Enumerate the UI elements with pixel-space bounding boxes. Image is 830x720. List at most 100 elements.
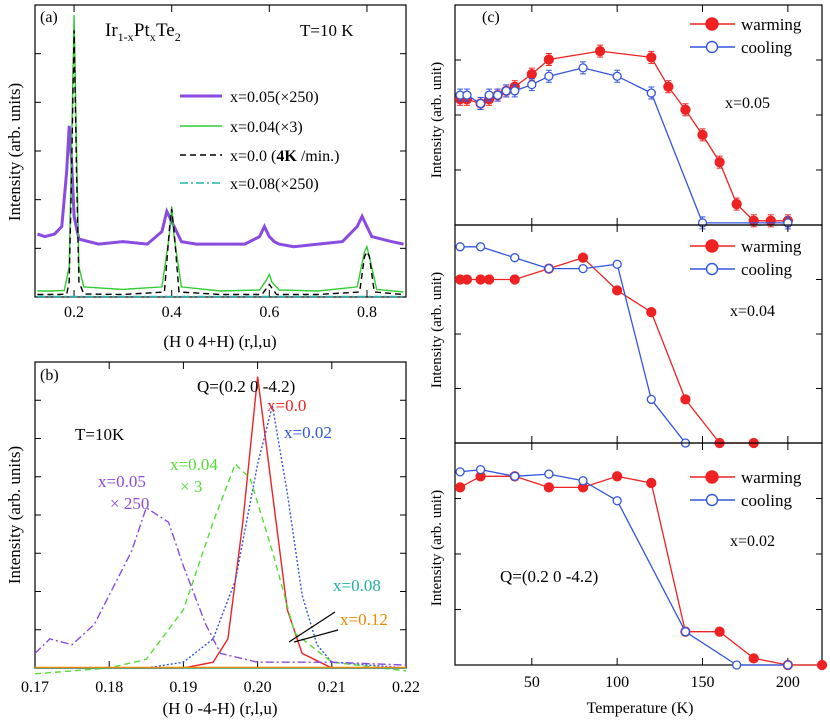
panel-a-legend-label: x=0.08(×250) — [230, 176, 319, 193]
panel-a-title-part: Pt — [134, 20, 151, 41]
panel-c0-series-0-marker — [543, 54, 555, 65]
panel-c2-series-0-marker — [714, 626, 725, 637]
panel-b-pointer-b — [293, 629, 339, 643]
panel-c0-series-label: x=0.05 — [725, 95, 770, 112]
panel-c2-series-0 — [459, 475, 822, 666]
panel-c2-series-1-marker — [732, 660, 742, 670]
panel-c0-series-0-marker — [731, 198, 742, 210]
panel-a-legend-label: x=0.0 (4K /min.) — [230, 148, 339, 165]
panel-a-xlabel: (H 0 4+H) (r,l,u) — [163, 332, 276, 351]
panel-c0-series-1-marker — [612, 71, 622, 81]
panel-a-legend-label-part: 4K — [276, 148, 297, 165]
panel-c2-series-1-marker — [783, 660, 793, 670]
panel-c-label: (c) — [482, 9, 500, 26]
panel-c1-series-0-marker — [461, 274, 473, 285]
panel-c2-series-0-marker — [612, 471, 623, 482]
panel-b-xtick-label: 0.18 — [95, 679, 123, 696]
panel-b-xtick-label: 0.19 — [169, 679, 197, 696]
panel-a-series-0 — [36, 125, 404, 249]
panel-c2-legend-label: warming — [741, 468, 802, 487]
panel-c0-ylabel: Intensity (arb. unit) — [429, 62, 445, 178]
panel-c1-series-1-marker — [455, 242, 465, 252]
panel-a-title-part: 2 — [175, 30, 181, 44]
panel-c-xtick-label: 100 — [605, 674, 629, 691]
panel-c2-series-0-marker — [646, 477, 657, 489]
panel-c1-series-0-marker — [646, 307, 657, 318]
panel-c0-series-0 — [460, 50, 788, 222]
panel-c1-series-0-marker — [577, 252, 589, 263]
panel-c0-series-1-marker — [475, 98, 486, 109]
panel-c2-ylabel: Intensity (arb. unit) — [429, 490, 445, 606]
panel-c2-series-1-marker — [475, 464, 486, 475]
panel-c1-series-0-marker — [483, 274, 495, 285]
panel-a-series-1 — [37, 15, 404, 293]
panel-c0-series-0-marker — [663, 81, 674, 92]
panel-a-xtick-label: 0.8 — [357, 304, 377, 321]
panel-a-series-2 — [37, 30, 404, 296]
panel-c1-series-0-marker — [509, 274, 520, 285]
panel-c1-series-1-marker — [612, 259, 622, 269]
panel-c0-series-0-marker — [697, 129, 708, 141]
panel-b-series-label: x=0.12 — [340, 610, 388, 629]
panel-b-series-label: x=0.0 — [267, 396, 306, 415]
panel-b-pointer-a — [288, 611, 336, 643]
panel-c0-series-1-marker — [527, 79, 537, 90]
panel-a-condition: T=10 K — [300, 21, 354, 40]
panel-a-frame — [34, 4, 407, 298]
panel-c1-series-1-marker — [510, 253, 520, 263]
panel-b-series-label: × 3 — [180, 477, 202, 496]
panel-c-annotation: Q=(0.2 0 -4.2) — [500, 567, 598, 586]
panel-c1-ylabel: Intensity (arb. unit) — [429, 272, 445, 388]
panel-c2-series-1-marker — [680, 627, 691, 637]
panel-c1-series-0-marker — [680, 394, 691, 405]
panel-c2-series-1-marker — [455, 467, 465, 477]
panel-c2-legend-marker — [705, 493, 719, 507]
panel-b-condition: T=10K — [75, 425, 125, 444]
panel-b-series-label: x=0.08 — [333, 576, 381, 595]
panel-c0-series-0-marker — [646, 52, 657, 63]
panel-b-series-2 — [34, 462, 407, 675]
panel-c1-legend-marker — [705, 262, 719, 276]
panel-b-xtick-label: 0.20 — [244, 679, 272, 696]
panel-c0-legend-label: cooling — [741, 38, 792, 57]
panel-c1-series-1-marker — [475, 242, 486, 252]
panel-b-xlabel: (H 0 -4-H) (r,l,u) — [163, 699, 278, 718]
panel-c2-series-1-marker — [544, 469, 554, 479]
panel-c-xtick-label: 150 — [691, 674, 715, 691]
panel-c0-series-0-marker — [748, 215, 759, 226]
panel-c2-series-0-marker — [748, 653, 759, 664]
panel-a-title: Ir1-x Ptx Te2 — [105, 20, 181, 44]
panel-c2-series-1-marker — [578, 476, 588, 486]
panel-c-xtick-label: 50 — [524, 674, 540, 691]
panel-c0-series-0-marker — [594, 45, 606, 57]
panel-c1-series-0-marker — [612, 285, 623, 296]
panel-b-xtick-label: 0.21 — [318, 679, 346, 696]
panel-c0-series-0-marker — [526, 68, 537, 80]
panel-c0-legend-marker — [705, 40, 719, 54]
panel-b-xtick-label: 0.22 — [392, 679, 420, 696]
panel-b-series-label: x=0.04 — [170, 455, 218, 474]
panel-b-ylabel: Intensity (arb. units) — [5, 446, 24, 584]
panel-a-title-part: Ir — [105, 20, 118, 41]
panel-b-label: (b) — [40, 367, 59, 384]
panel-c-xlabel: Temperature (K) — [587, 700, 694, 717]
panel-a-legend-label-part: x=0.0 ( — [230, 148, 276, 165]
panel-a-xtick-label: 0.4 — [162, 304, 182, 321]
panel-c1-series-1-marker — [646, 394, 656, 405]
panel-c0-series-1-marker — [462, 90, 472, 100]
panel-c1-series-1 — [460, 246, 686, 444]
panel-c0-series-1-marker — [484, 90, 494, 100]
panel-a-xtick-label: 0.6 — [259, 304, 279, 321]
panel-c0-series-1-marker — [510, 86, 520, 96]
panel-b-title: Q=(0.2 0 -4.2) — [197, 377, 295, 396]
panel-c0-series-1-marker — [578, 63, 588, 73]
panel-c2-legend-marker — [705, 470, 719, 484]
panel-c-xtick-label: 200 — [776, 674, 800, 691]
panel-c1-series-1-marker — [544, 263, 554, 274]
panel-c1-series-label: x=0.04 — [730, 303, 775, 320]
panel-c2-series-0-marker — [543, 482, 555, 493]
panel-c1-series-0-marker — [475, 274, 486, 285]
panel-a-title-part: Te — [156, 20, 175, 41]
panel-c0-series-1-marker — [501, 86, 511, 96]
panel-c1-series-0 — [460, 256, 754, 444]
